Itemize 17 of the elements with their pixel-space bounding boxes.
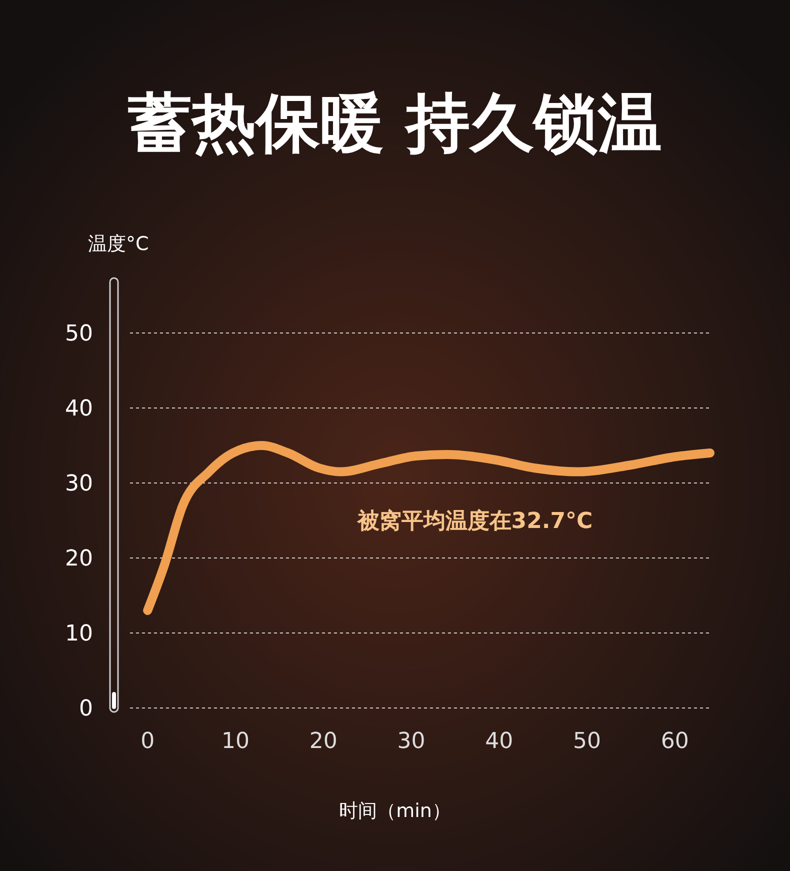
x-tick-label: 50 [572, 729, 601, 754]
x-axis-title: 时间（min） [339, 800, 451, 822]
chart-title: 蓄热保暖 持久锁温 [126, 87, 662, 161]
y-tick-label: 20 [65, 546, 93, 572]
y-tick-label: 30 [65, 472, 93, 497]
y-tick-label: 40 [65, 396, 93, 422]
x-tick-label: 0 [140, 729, 155, 754]
x-tick-label: 60 [660, 729, 689, 754]
x-tick-label: 20 [309, 729, 338, 754]
y-tick-label: 50 [65, 322, 93, 347]
annotation: 被窝平均温度在32.7°C [356, 508, 593, 534]
x-tick-label: 10 [221, 729, 250, 754]
x-tick-label: 30 [397, 729, 426, 754]
y-tick-label: 0 [79, 696, 93, 722]
y-axis-title: 温度°C [88, 233, 149, 255]
y-tick-label: 10 [65, 622, 93, 647]
x-tick-label: 40 [485, 729, 514, 754]
